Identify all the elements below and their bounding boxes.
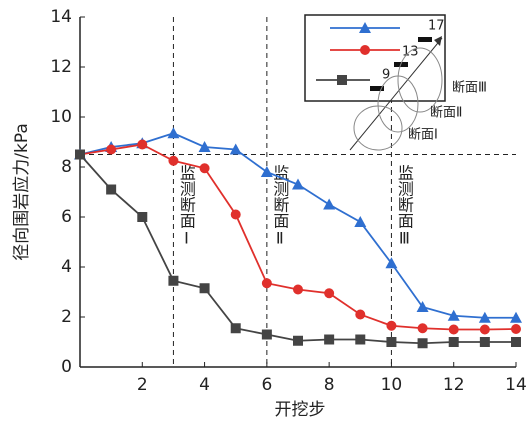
section-outline <box>377 75 419 133</box>
marker <box>355 334 366 345</box>
marker <box>416 301 429 312</box>
section-outline <box>397 47 443 113</box>
arrow-head <box>434 36 442 46</box>
marker <box>324 288 335 299</box>
legend-label: 17 <box>428 19 445 34</box>
marker <box>448 324 459 335</box>
inset-label: 断面Ⅲ <box>452 81 487 96</box>
y-tick-label: 0 <box>61 357 72 377</box>
marker <box>385 257 398 269</box>
marker <box>479 337 490 347</box>
marker <box>261 329 272 340</box>
marker <box>106 184 117 195</box>
x-tick-label: 14 <box>505 375 527 395</box>
marker <box>448 337 459 347</box>
marker <box>293 284 303 295</box>
marker <box>510 311 522 323</box>
y-tick-label: 6 <box>61 207 72 227</box>
marker <box>511 324 521 334</box>
marker <box>386 320 397 331</box>
x-tick-label: 6 <box>261 375 272 395</box>
marker <box>75 149 85 160</box>
legend-label: 9 <box>382 68 390 83</box>
section-block <box>418 37 432 42</box>
marker <box>137 139 148 150</box>
marker <box>168 275 179 286</box>
marker <box>199 283 210 294</box>
x-tick-label: 8 <box>324 375 335 395</box>
marker <box>479 324 490 335</box>
x-tick-label: 2 <box>137 375 148 395</box>
marker <box>260 166 273 177</box>
marker <box>417 323 428 334</box>
series-line <box>79 143 517 331</box>
inset-label: 断面Ⅰ <box>408 128 438 143</box>
marker <box>137 212 148 222</box>
marker <box>168 155 179 166</box>
marker <box>292 178 304 190</box>
marker <box>324 334 335 345</box>
arrow <box>349 37 443 151</box>
x-tick-label: 10 <box>381 375 403 395</box>
y-tick-label: 8 <box>61 157 72 177</box>
annotation: 监测断面Ⅲ <box>395 165 414 248</box>
y-axis-label: 径向围岩应力/kPa <box>12 123 32 260</box>
y-tick-label: 2 <box>61 307 72 327</box>
marker <box>323 198 336 210</box>
y-tick-label: 4 <box>61 257 72 277</box>
marker <box>261 278 272 289</box>
marker <box>198 141 211 152</box>
annotation: 监测断面Ⅱ <box>270 165 289 248</box>
marker <box>355 309 366 320</box>
legend-marker <box>360 45 370 55</box>
inset-label: 断面Ⅱ <box>430 106 462 121</box>
y-tick-label: 10 <box>50 107 72 127</box>
legend-marker <box>359 22 371 33</box>
marker <box>229 143 242 155</box>
section-outline <box>353 105 403 151</box>
annotation: 监测断面Ⅰ <box>177 165 196 248</box>
marker <box>417 338 428 349</box>
marker <box>230 209 241 220</box>
x-axis-label: 开挖步 <box>275 400 326 420</box>
marker <box>106 144 117 155</box>
marker <box>386 337 397 347</box>
marker <box>293 335 303 346</box>
marker <box>478 311 491 323</box>
marker <box>511 337 521 347</box>
marker <box>199 163 210 174</box>
legend-marker <box>337 75 347 85</box>
y-tick-label: 14 <box>50 7 72 27</box>
marker <box>167 127 180 139</box>
y-tick-label: 12 <box>50 57 72 77</box>
marker <box>447 309 460 321</box>
section-block <box>370 86 384 91</box>
marker <box>354 216 367 227</box>
marker <box>230 323 241 334</box>
x-tick-label: 4 <box>199 375 210 395</box>
x-tick-label: 12 <box>443 375 465 395</box>
